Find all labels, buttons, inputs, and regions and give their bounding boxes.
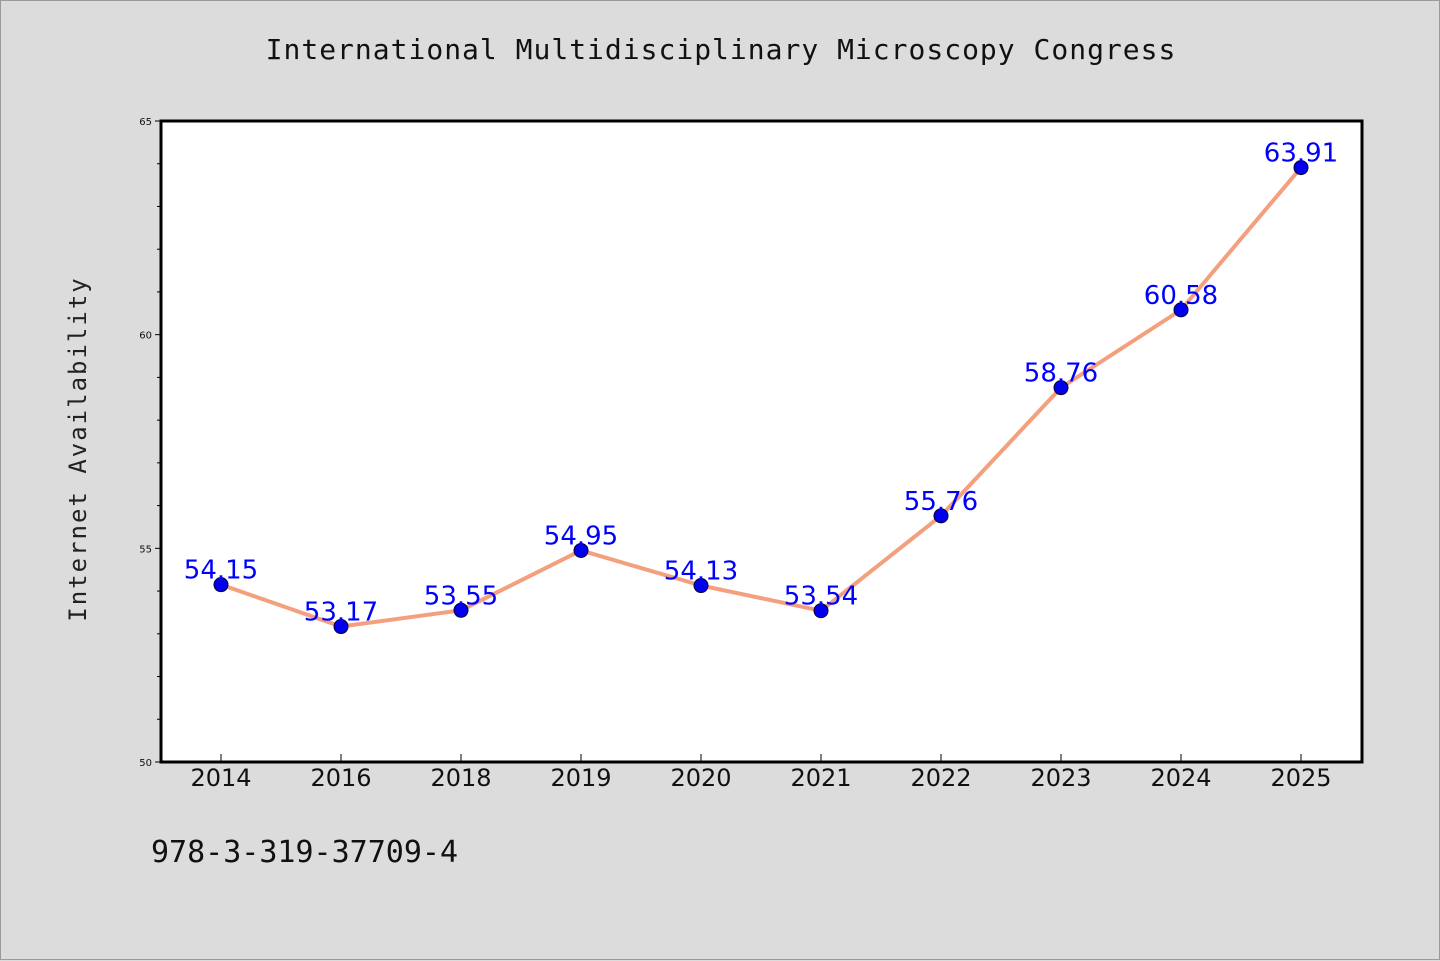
y-tick-label: 50 [139,758,152,769]
data-label: 60.58 [1144,281,1218,311]
data-point [813,603,829,619]
data-label: 55.76 [904,487,978,517]
series-line [219,165,1303,629]
y-tick-label: 55 [139,544,152,555]
data-label: 54.15 [184,556,258,586]
data-point [333,619,349,635]
x-tick-label: 2022 [910,764,971,792]
data-label: 54.95 [544,521,618,551]
x-tick-label: 2014 [190,764,251,792]
plot-area [159,119,1364,764]
data-label: 63.91 [1264,139,1338,169]
data-point [213,577,229,593]
chart-title: International Multidisciplinary Microsco… [265,33,1177,66]
data-point [453,602,469,618]
data-label: 54.13 [664,557,738,587]
data-point [573,542,589,558]
x-tick-label: 2024 [1150,764,1211,792]
data-point [693,578,709,594]
x-tick-label: 2019 [550,764,611,792]
data-point [933,508,949,524]
y-tick-label: 65 [139,117,152,128]
footer-identifier: 978-3-319-37709-4 [151,835,459,870]
data-point [1293,160,1309,176]
data-point [1173,302,1189,318]
x-tick-label: 2025 [1270,764,1331,792]
x-tick-label: 2018 [430,764,491,792]
x-tick-label: 2016 [310,764,371,792]
x-tick-label: 2020 [670,764,731,792]
x-tick-label: 2021 [790,764,851,792]
data-label: 53.54 [784,582,858,612]
data-label: 53.17 [304,598,378,628]
data-point [1053,380,1069,396]
y-tick-label: 60 [139,331,152,342]
data-label: 58.76 [1024,359,1098,389]
data-label: 53.55 [424,581,498,611]
x-tick-label: 2023 [1030,764,1091,792]
